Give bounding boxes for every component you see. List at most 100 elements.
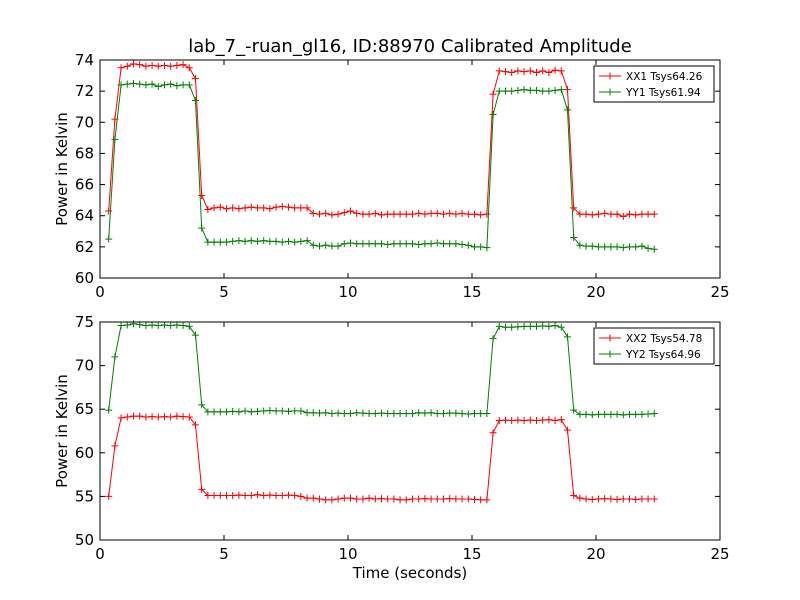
plot2-series-2-point — [644, 410, 652, 418]
plot2-series-2-point — [222, 408, 230, 416]
plot1-series-1-point — [129, 60, 137, 68]
plot2-series-1-point — [452, 495, 460, 503]
plot1-series-2-point — [136, 80, 144, 88]
plot1-series-1-point — [328, 211, 336, 219]
plot2-series-2-point — [594, 410, 602, 418]
plot2-ytick-label: 60 — [75, 444, 94, 462]
plot2-series-1-point — [371, 495, 379, 503]
plot1-series-2-point — [229, 237, 237, 245]
plot1-series-2-point — [477, 243, 485, 251]
plot2-series-2-point — [508, 323, 516, 331]
plot2-series-1-point — [303, 494, 311, 502]
plot2-series-2-point — [241, 407, 249, 415]
plot2-series-2-point — [303, 409, 311, 417]
plot2-series-1-point — [588, 495, 596, 503]
plot2-series-2-point — [483, 410, 491, 418]
plot1-series-2-point — [495, 87, 503, 95]
plot1-series-2-point — [483, 244, 491, 252]
plot1-series-1-point — [433, 209, 441, 217]
plot1-series-2-point — [650, 245, 658, 253]
plot2-series-1-point — [247, 492, 255, 500]
plot1-series-2-point — [129, 79, 137, 87]
plot1-series-2-point — [315, 242, 323, 250]
plot1-series-1-point — [452, 210, 460, 218]
plot1-series-1-point — [359, 210, 367, 218]
plot1-ylabel: Power in Kelvin — [53, 112, 71, 226]
plot2-series-2-point — [439, 410, 447, 418]
plot2-series-1-point — [111, 442, 119, 450]
plot2-series-2-point — [328, 410, 336, 418]
plot2-series-1-point — [402, 496, 410, 504]
plot2-series-1-point — [508, 417, 516, 425]
plot2-series-2-point — [253, 407, 261, 415]
plot2-series-1-point — [495, 417, 503, 425]
plot2-series-1-point — [291, 492, 299, 500]
plot1-series-2-point — [433, 239, 441, 247]
plot2-series-2-point — [532, 322, 540, 330]
plot2-series-1-point — [222, 492, 230, 500]
plot2-ytick-label: 55 — [75, 487, 94, 505]
plot2-series-1-point — [415, 495, 423, 503]
plot2-series-2-point — [563, 333, 571, 341]
plot1-series-2-point — [291, 238, 299, 246]
plot2-series-1-point — [235, 491, 243, 499]
plot2-series-2-point — [408, 410, 416, 418]
plot1-series-1-point — [173, 61, 181, 69]
plot2-series-1-point — [322, 496, 330, 504]
plot2-series-2-point — [613, 410, 621, 418]
plot1-series-2-point — [266, 237, 274, 245]
plot2-series-2-point — [495, 322, 503, 330]
plot2-series-2-point — [154, 321, 162, 329]
plot1-series-2-point — [532, 86, 540, 94]
plot2-series-2-point — [278, 407, 286, 415]
plot2-series-2-point — [619, 411, 627, 419]
plot1-series-1-point — [501, 68, 509, 76]
plot2-series-1-point — [470, 495, 478, 503]
plot2-series-1-point — [582, 495, 590, 503]
plot2-series-2-point — [601, 410, 609, 418]
plot1-series-2-point — [594, 243, 602, 251]
plot1-series-1-point — [477, 211, 485, 219]
plot1-series-1-point — [545, 68, 553, 76]
plot1-series-2-point — [619, 244, 627, 252]
plot2-series-1-point — [340, 494, 348, 502]
plot1-series-1-point — [427, 209, 435, 217]
plot2-series-1-point — [297, 492, 305, 500]
plot1-series-1-point — [377, 211, 385, 219]
plot2-series-1-point — [526, 416, 534, 424]
plot1-series-2-point — [632, 243, 640, 251]
plot2-series-1-point — [576, 494, 584, 502]
plot1-series-1-point — [278, 202, 286, 210]
plot2-series-2-point — [229, 407, 237, 415]
plot1-series-1-point — [489, 90, 497, 98]
plot1-series-1-point — [408, 210, 416, 218]
plot1-series-2-point — [396, 240, 404, 248]
plot1-series-1-point — [353, 209, 361, 217]
plot2-series-2-point — [266, 407, 274, 415]
plot2-series-1-point — [421, 495, 429, 503]
plot1-series-2-point — [167, 80, 175, 88]
plot1-series-1-point — [247, 203, 255, 211]
plot1-series-1-point — [396, 210, 404, 218]
plot2-series-1-point — [607, 495, 615, 503]
plot1-series-2-point — [278, 238, 286, 246]
plot2-series-1-point — [204, 492, 212, 500]
plot2-series-2-point — [526, 322, 534, 330]
plot2-series-1-point — [123, 413, 131, 421]
plot2-series-2-point — [570, 406, 578, 414]
plot1-series-1-point — [371, 209, 379, 217]
plot2-series-2-point — [551, 321, 559, 329]
plot2-series-1-point — [458, 495, 466, 503]
plot2-ytick-label: 50 — [75, 531, 94, 549]
plot2-series-1-point — [644, 495, 652, 503]
plot1-series-2-point — [607, 243, 615, 251]
plot2-series-1-point — [260, 492, 268, 500]
plot1-series-2-point — [446, 240, 454, 248]
plot1-series-2-point — [247, 237, 255, 245]
plot2-series-2-point — [545, 322, 553, 330]
plot2-series-1-point — [638, 495, 646, 503]
plot2-xtick-label: 10 — [338, 545, 357, 563]
plot2-series-1-point — [315, 495, 323, 503]
plot2-series-2-point — [625, 410, 633, 418]
plot1-series-2-point — [253, 237, 261, 245]
